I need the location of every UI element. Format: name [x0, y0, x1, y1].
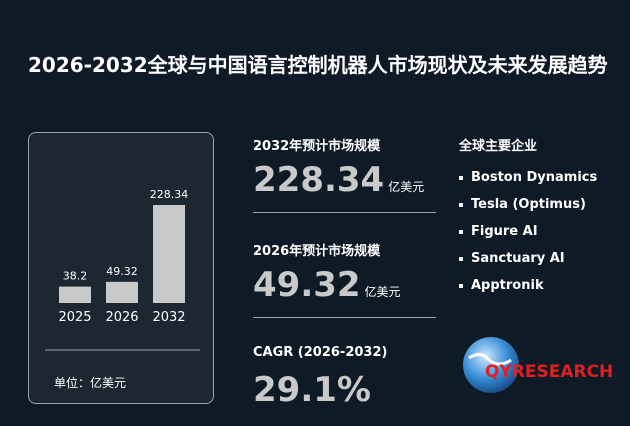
bar [59, 286, 91, 303]
stat-row: 29.1% [253, 370, 371, 410]
bar [153, 205, 185, 303]
stat-value: 228.34 [253, 160, 385, 200]
stat-row: 49.32 亿美元 [253, 265, 401, 305]
unit-label: 单位：亿美元 [54, 375, 126, 390]
value-label: 38.2 [63, 270, 88, 283]
stat-label: 2032年预计市场规模 [253, 139, 381, 154]
logo-text: QYRESEARCH [485, 362, 613, 382]
bar [106, 281, 138, 303]
page-title: 2026-2032全球与中国语言控制机器人市场现状及未来发展趋势 [28, 53, 608, 77]
category-label: 2026 [105, 310, 138, 325]
value-label: 228.34 [150, 188, 189, 201]
company: Apptronik [459, 278, 544, 293]
logo-globe [463, 337, 519, 393]
stat-value: 49.32 [253, 265, 361, 305]
category-label: 2032 [152, 310, 185, 325]
company: Figure AI [459, 224, 538, 239]
companies-title: 全球主要企业 [459, 139, 538, 154]
separator [253, 212, 436, 213]
stat-unit: 亿美元 [364, 285, 401, 299]
separator [253, 317, 436, 318]
logo-swoosh [468, 353, 512, 366]
stat-value: 29.1% [253, 370, 371, 410]
company: Tesla (Optimus) [459, 197, 586, 212]
stat-unit: 亿美元 [388, 180, 425, 194]
stat-row: 228.34 亿美元 [253, 160, 424, 200]
logo: QYRESEARCH [463, 337, 613, 393]
company: Boston Dynamics [459, 170, 597, 185]
chart: 单位：亿美元 38.2 2025 49.32 2026 228.34 2032 [45, 188, 200, 390]
company: Sanctuary AI [459, 251, 565, 266]
category-label: 2025 [58, 310, 91, 325]
stat-label: 2026年预计市场规模 [253, 244, 381, 259]
stat-label: CAGR (2026-2032) [253, 345, 388, 360]
value-label: 49.32 [106, 265, 138, 278]
